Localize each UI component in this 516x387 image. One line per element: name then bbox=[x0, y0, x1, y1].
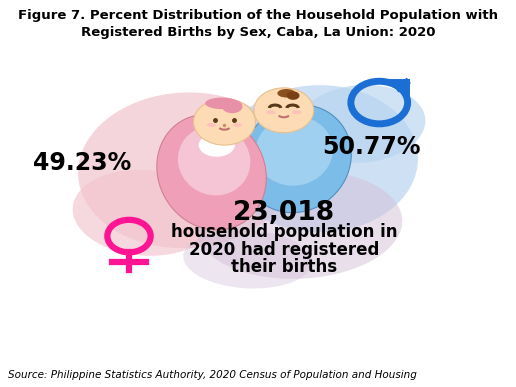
Ellipse shape bbox=[205, 98, 238, 109]
Ellipse shape bbox=[242, 105, 351, 212]
Ellipse shape bbox=[199, 134, 235, 157]
Ellipse shape bbox=[178, 126, 250, 195]
Text: 50.77%: 50.77% bbox=[322, 135, 421, 159]
Text: 23,018: 23,018 bbox=[233, 200, 335, 226]
Ellipse shape bbox=[292, 110, 301, 114]
Text: 2020 had registered: 2020 had registered bbox=[189, 241, 379, 259]
Ellipse shape bbox=[266, 110, 276, 114]
Ellipse shape bbox=[278, 89, 295, 98]
Ellipse shape bbox=[222, 85, 418, 232]
Ellipse shape bbox=[73, 170, 216, 256]
Ellipse shape bbox=[78, 92, 294, 248]
Text: Figure 7. Percent Distribution of the Household Population with: Figure 7. Percent Distribution of the Ho… bbox=[18, 9, 498, 22]
Ellipse shape bbox=[207, 123, 216, 127]
Ellipse shape bbox=[233, 123, 242, 127]
Ellipse shape bbox=[222, 99, 243, 113]
Text: Source: Philippine Statistics Authority, 2020 Census of Population and Housing: Source: Philippine Statistics Authority,… bbox=[8, 370, 416, 380]
Text: household population in: household population in bbox=[171, 223, 397, 241]
Text: Registered Births by Sex, Caba, La Union: 2020: Registered Births by Sex, Caba, La Union… bbox=[80, 26, 436, 39]
Ellipse shape bbox=[255, 116, 333, 186]
Text: 49.23%: 49.23% bbox=[34, 151, 132, 175]
Ellipse shape bbox=[196, 170, 402, 279]
Circle shape bbox=[194, 99, 255, 145]
Circle shape bbox=[254, 88, 314, 133]
Ellipse shape bbox=[286, 91, 299, 100]
Text: their births: their births bbox=[231, 258, 337, 276]
Ellipse shape bbox=[183, 230, 312, 289]
Ellipse shape bbox=[297, 85, 425, 163]
Ellipse shape bbox=[157, 115, 266, 230]
